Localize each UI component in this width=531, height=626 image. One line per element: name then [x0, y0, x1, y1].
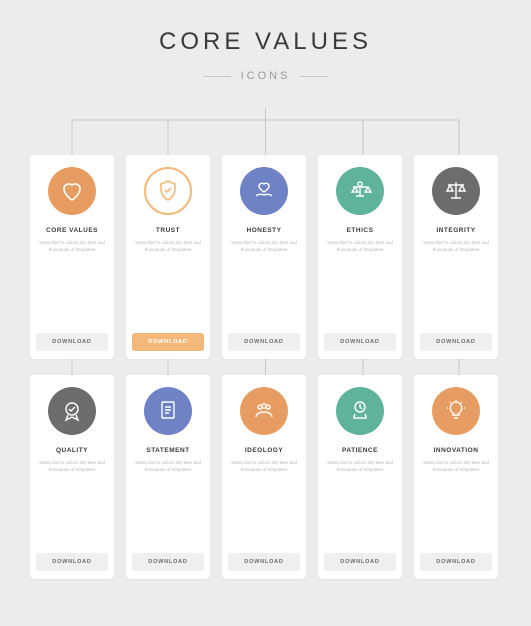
page-title: CORE VALUES: [0, 0, 531, 56]
card-subtext: Subscribe to unlock this item and thousa…: [228, 460, 300, 474]
download-button[interactable]: DOWNLOAD: [36, 333, 108, 351]
subtitle-wrap: ICONS: [0, 70, 531, 82]
scale-icon: [432, 167, 480, 215]
card-title: ETHICS: [347, 227, 374, 234]
divider-left: [203, 76, 231, 77]
download-button[interactable]: DOWNLOAD: [420, 553, 492, 571]
badge-icon: [48, 387, 96, 435]
card-subtext: Subscribe to unlock this item and thousa…: [228, 240, 300, 254]
card-honesty: HONESTY Subscribe to unlock this item and…: [222, 155, 306, 359]
card-ethics: ETHICS Subscribe to unlock this item and …: [318, 155, 402, 359]
card-title: TRUST: [156, 227, 180, 234]
download-button[interactable]: DOWNLOAD: [132, 553, 204, 571]
card-title: STATEMENT: [146, 447, 189, 454]
divider-right: [300, 76, 328, 77]
bulb-icon: [432, 387, 480, 435]
card-core-values: CORE VALUES Subscribe to unlock this item…: [30, 155, 114, 359]
card-subtext: Subscribe to unlock this item and thousa…: [132, 460, 204, 474]
card-title: INTEGRITY: [436, 227, 475, 234]
download-button[interactable]: DOWNLOAD: [420, 333, 492, 351]
card-title: HONESTY: [247, 227, 282, 234]
card-innovation: INNOVATION Subscribe to unlock this item …: [414, 375, 498, 579]
download-button[interactable]: DOWNLOAD: [324, 333, 396, 351]
card-subtext: Subscribe to unlock this item and thousa…: [420, 240, 492, 254]
document-icon: [144, 387, 192, 435]
download-button[interactable]: DOWNLOAD: [228, 333, 300, 351]
card-title: CORE VALUES: [46, 227, 98, 234]
person-scale-icon: [336, 167, 384, 215]
heart-hand-icon: [240, 167, 288, 215]
card-subtext: Subscribe to unlock this item and thousa…: [36, 460, 108, 474]
card-subtext: Subscribe to unlock this item and thousa…: [324, 240, 396, 254]
card-ideology: IDEOLOGY Subscribe to unlock this item an…: [222, 375, 306, 579]
card-title: INNOVATION: [434, 447, 479, 454]
card-trust: TRUST Subscribe to unlock this item and t…: [126, 155, 210, 359]
card-statement: STATEMENT Subscribe to unlock this item a…: [126, 375, 210, 579]
card-subtext: Subscribe to unlock this item and thousa…: [132, 240, 204, 254]
download-button[interactable]: DOWNLOAD: [36, 553, 108, 571]
download-button[interactable]: DOWNLOAD: [228, 553, 300, 571]
card-quality: QUALITY Subscribe to unlock this item and…: [30, 375, 114, 579]
clock-head-icon: [336, 387, 384, 435]
card-patience: PATIENCE Subscribe to unlock this item an…: [318, 375, 402, 579]
card-title: QUALITY: [56, 447, 88, 454]
shield-icon: [144, 167, 192, 215]
subtitle: ICONS: [241, 70, 291, 82]
people-icon: [240, 387, 288, 435]
download-button[interactable]: DOWNLOAD: [324, 553, 396, 571]
card-title: PATIENCE: [342, 447, 378, 454]
card-title: IDEOLOGY: [245, 447, 283, 454]
card-integrity: INTEGRITY Subscribe to unlock this item a…: [414, 155, 498, 359]
heart-icon: [48, 167, 96, 215]
card-subtext: Subscribe to unlock this item and thousa…: [420, 460, 492, 474]
download-button[interactable]: DOWNLOAD: [132, 333, 204, 351]
card-subtext: Subscribe to unlock this item and thousa…: [36, 240, 108, 254]
card-grid: CORE VALUES Subscribe to unlock this item…: [30, 155, 501, 579]
card-subtext: Subscribe to unlock this item and thousa…: [324, 460, 396, 474]
